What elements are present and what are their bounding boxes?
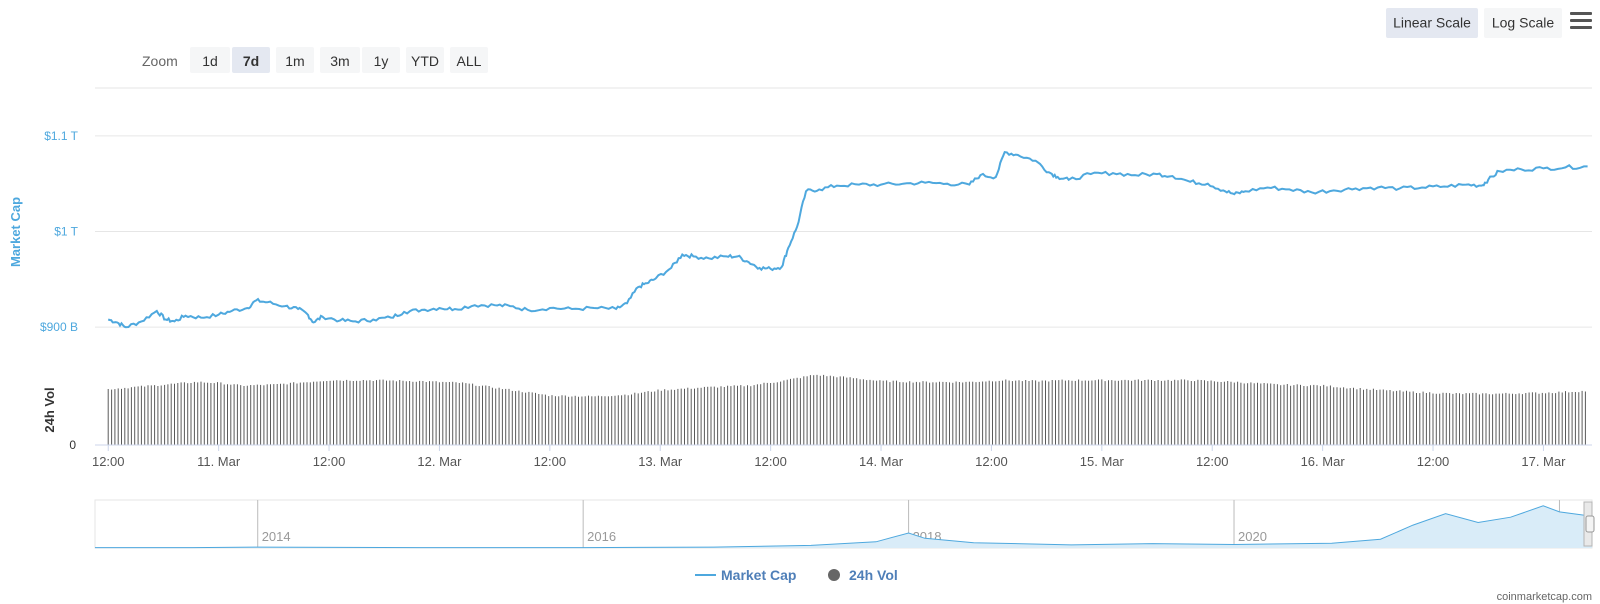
zoom-button-1y-bg[interactable] xyxy=(362,47,400,73)
zoom-button-3m-bg[interactable] xyxy=(320,47,360,73)
x-tick-label: 16. Mar xyxy=(1301,454,1346,469)
zoom-label: Zoom xyxy=(142,53,178,69)
legend-volume-swatch[interactable] xyxy=(828,569,840,581)
zoom-button-1m-bg[interactable] xyxy=(276,47,314,73)
x-tick-label: 17. Mar xyxy=(1521,454,1566,469)
market-cap-line[interactable] xyxy=(107,151,1588,329)
y-tick-label: $1.1 T xyxy=(44,129,78,143)
linear-scale-button-bg[interactable] xyxy=(1386,8,1478,38)
log-scale-button[interactable]: Log Scale xyxy=(1492,15,1554,31)
navigator-area xyxy=(95,505,1592,548)
x-tick-label: 12:00 xyxy=(313,454,346,469)
zoom-button-7d-bg[interactable] xyxy=(232,47,270,73)
x-tick-label: 12. Mar xyxy=(417,454,462,469)
navigator[interactable]: 20142016201820202022 xyxy=(94,499,1595,549)
zoom-button-all-bg[interactable] xyxy=(450,47,488,73)
x-tick-label: 13. Mar xyxy=(638,454,683,469)
zoom-button-1d[interactable]: 1d xyxy=(202,53,218,69)
volume-axis-zero-tick: 0 xyxy=(69,438,76,452)
x-tick-label: 12:00 xyxy=(1196,454,1229,469)
x-tick-label: 15. Mar xyxy=(1080,454,1125,469)
x-tick-label: 12:00 xyxy=(975,454,1008,469)
credit[interactable]: coinmarketcap.com xyxy=(1497,591,1592,603)
navigator-year-label: 2020 xyxy=(1238,529,1267,544)
navigator-year-label: 2016 xyxy=(587,529,616,544)
x-tick-label: 14. Mar xyxy=(859,454,904,469)
grid-lines xyxy=(95,87,1592,328)
navigator-line xyxy=(95,505,1593,549)
x-tick-label: 12:00 xyxy=(1417,454,1450,469)
zoom-button-ytd-bg[interactable] xyxy=(406,47,444,73)
legend-volume[interactable]: 24h Vol xyxy=(849,567,898,583)
x-tick-label: 12:00 xyxy=(754,454,787,469)
y-tick-label: $1 T xyxy=(54,225,78,239)
x-axis-ticks: 12:00 11. Mar 12:00 12. Mar 12:00 13. Mar 12:0… xyxy=(92,445,1566,469)
zoom-button-7d[interactable]: 7d xyxy=(243,53,259,69)
navigator-year-label: 2014 xyxy=(262,529,291,544)
volume-axis-label: 24h Vol xyxy=(42,387,57,432)
zoom-button-ytd[interactable]: YTD xyxy=(411,53,439,69)
zoom-button-1y[interactable]: 1y xyxy=(374,53,389,69)
y-tick-label: $900 B xyxy=(40,320,78,334)
legend: Market Cap 24h Vol xyxy=(695,567,898,583)
x-tick-label: 12:00 xyxy=(92,454,125,469)
zoom-button-1d-bg[interactable] xyxy=(190,47,230,73)
log-scale-button-bg[interactable] xyxy=(1484,8,1562,38)
zoom-button-1m[interactable]: 1m xyxy=(285,53,304,69)
y-axis-ticks: $900 B $1 T $1.1 T xyxy=(40,129,79,334)
legend-market-cap[interactable]: Market Cap xyxy=(721,567,796,583)
scale-toggle: Linear Scale Log Scale xyxy=(1386,8,1592,38)
zoom-button-all[interactable]: ALL xyxy=(457,53,482,69)
volume-bars xyxy=(107,374,1586,445)
navigator-frame xyxy=(94,499,1593,549)
navigator-handle-grip[interactable] xyxy=(1585,515,1595,533)
hamburger-menu-icon[interactable] xyxy=(1570,12,1592,29)
y-axis-label: Market Cap xyxy=(8,197,23,267)
linear-scale-button[interactable]: Linear Scale xyxy=(1393,15,1471,31)
x-tick-label: 12:00 xyxy=(534,454,567,469)
x-tick-label: 11. Mar xyxy=(197,454,241,469)
zoom-button-3m[interactable]: 3m xyxy=(330,53,349,69)
zoom-selector: Zoom 1d 7d 1m 3m 1y YTD ALL xyxy=(142,47,488,73)
